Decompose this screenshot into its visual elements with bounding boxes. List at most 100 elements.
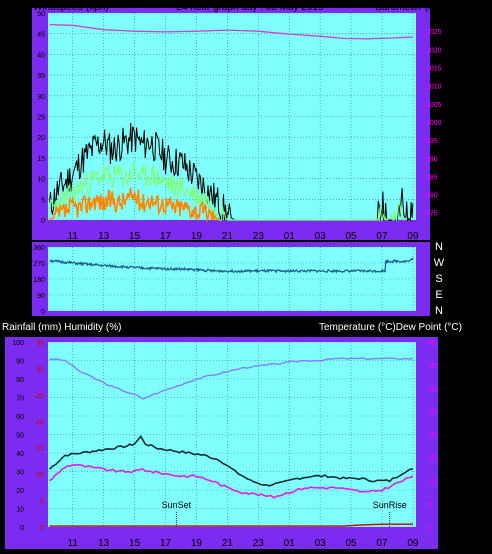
tick-label-humidity: 40 [16, 451, 24, 458]
tick-label-humidity: 60 [16, 414, 24, 421]
tick-label-wind: 50 [37, 11, 45, 18]
x-tick-label: 01 [284, 538, 296, 549]
tick-label-rainfall: 10 [36, 472, 44, 479]
x-tick-label: 13 [98, 231, 110, 242]
tick-label-rainfall: 30 [36, 366, 44, 373]
tick-label-wind: 30 [37, 94, 45, 101]
y-axis-rainfall: 0 5 10 15 20 25 30 35 [36, 340, 44, 532]
tick-label-degrees: 360 [33, 245, 45, 252]
x-tick-label: 21 [222, 538, 234, 549]
y-axis-temperature: 0 5 10 15 20 25 30 35 40 [428, 340, 436, 532]
temp-humidity-panel: Rainfall (mm) Humidity (%) Temperature (… [2, 322, 462, 549]
tick-label-wind: 20 [37, 135, 45, 142]
x-tick-label: 11 [68, 538, 79, 549]
tick-label-humidity: 0 [20, 525, 24, 532]
temperature-line [48, 434, 413, 487]
compass-label: N [435, 241, 443, 253]
x-axis-bottom: 11 13 15 17 19 21 23 01 03 05 07 09 [68, 538, 419, 549]
x-tick-label: 07 [376, 538, 388, 549]
x-tick-label: 03 [315, 538, 327, 549]
tick-label-rainfall: 0 [40, 525, 44, 532]
tick-label-wind: 35 [37, 73, 45, 80]
x-tick-label: 01 [284, 231, 296, 242]
tick-label-humidity: 10 [16, 507, 24, 514]
tick-label-barometer: 990 [426, 156, 438, 163]
sun-marker-label: SunSet [162, 500, 192, 510]
y-axis-degrees: 360 270 180 90 0 [33, 245, 45, 316]
compass-label: W [434, 257, 445, 269]
tick-label-rainfall: 35 [36, 340, 44, 347]
tick-label-temperature: 40 [428, 340, 436, 347]
tick-label-humidity: 30 [16, 470, 24, 477]
x-tick-label: 19 [191, 231, 203, 242]
title-graph-day: 24 hour graph day : 05 May 2019 [176, 2, 324, 13]
grid-top [48, 12, 416, 221]
tick-label-humidity: 80 [16, 377, 24, 384]
compass-label: N [435, 305, 443, 317]
tick-label-barometer: 985 [426, 174, 438, 181]
x-tick-label: 23 [253, 538, 265, 549]
tick-label-wind: 45 [37, 32, 45, 39]
tick-label-humidity: 20 [16, 488, 24, 495]
tick-label-wind: 40 [37, 52, 45, 59]
tick-label-temperature: 10 [428, 479, 436, 486]
x-tick-label: 05 [345, 231, 357, 242]
wind-low-line [49, 187, 220, 223]
tick-label-barometer: 1000 [426, 120, 442, 127]
tick-label-barometer: 1010 [426, 84, 442, 91]
x-tick-label: 21 [222, 231, 234, 242]
rainfall-line [49, 523, 413, 527]
tick-label-rainfall: 25 [36, 393, 44, 400]
dewpoint-line [49, 463, 414, 499]
wind-average-line [48, 161, 408, 223]
tick-label-wind: 10 [37, 177, 45, 184]
tick-label-wind: 15 [37, 156, 45, 163]
x-tick-label: 15 [129, 538, 141, 549]
compass-label: E [435, 289, 442, 301]
tick-label-degrees: 270 [33, 261, 45, 268]
y-axis-barometer: 975 980 985 990 995 1000 1005 1010 1015 1020 1025 [426, 29, 442, 218]
tick-label-rainfall: 15 [36, 446, 44, 453]
y-axis-humidity: 0 10 20 30 40 50 60 70 80 90 100 [12, 340, 24, 532]
tick-label-degrees: 180 [33, 277, 45, 284]
tick-label-degrees: 0 [41, 309, 45, 316]
tick-label-temperature: 25 [428, 409, 436, 416]
x-tick-label: 11 [68, 231, 79, 242]
tick-label-barometer: 1015 [426, 65, 442, 72]
series-direction [49, 257, 414, 274]
tick-label-barometer: 1020 [426, 47, 442, 54]
x-tick-label: 05 [345, 538, 357, 549]
tick-label-wind: 0 [41, 218, 45, 225]
title-rain-humidity: Rainfall (mm) Humidity (%) [2, 322, 121, 333]
barometer-line [49, 23, 413, 40]
tick-label-temperature: 5 [428, 502, 432, 509]
x-tick-label: 17 [160, 231, 172, 242]
grid-bottom [48, 341, 416, 528]
x-tick-label: 07 [376, 231, 388, 242]
x-tick-label: 19 [191, 538, 203, 549]
x-tick-label: 23 [253, 231, 265, 242]
series-bottom [48, 357, 414, 527]
tick-label-temperature: 35 [428, 363, 436, 370]
tick-label-rainfall: 5 [40, 499, 44, 506]
tick-label-degrees: 90 [37, 293, 45, 300]
tick-label-rainfall: 20 [36, 419, 44, 426]
grid-direction [48, 246, 416, 312]
tick-label-barometer: 1025 [426, 29, 442, 36]
tick-label-barometer: 975 [426, 211, 438, 218]
title-barometer: Barometer (hpa) [375, 2, 448, 13]
tick-label-humidity: 100 [12, 340, 24, 347]
humidity-line [49, 357, 413, 400]
tick-label-humidity: 50 [16, 433, 24, 440]
x-tick-label: 09 [407, 231, 419, 242]
tick-label-barometer: 1005 [426, 102, 442, 109]
x-tick-label: 15 [129, 231, 141, 242]
tick-label-wind: 25 [37, 115, 45, 122]
tick-label-temperature: 20 [428, 433, 436, 440]
x-tick-label: 13 [98, 538, 110, 549]
tick-label-temperature: 15 [428, 456, 436, 463]
